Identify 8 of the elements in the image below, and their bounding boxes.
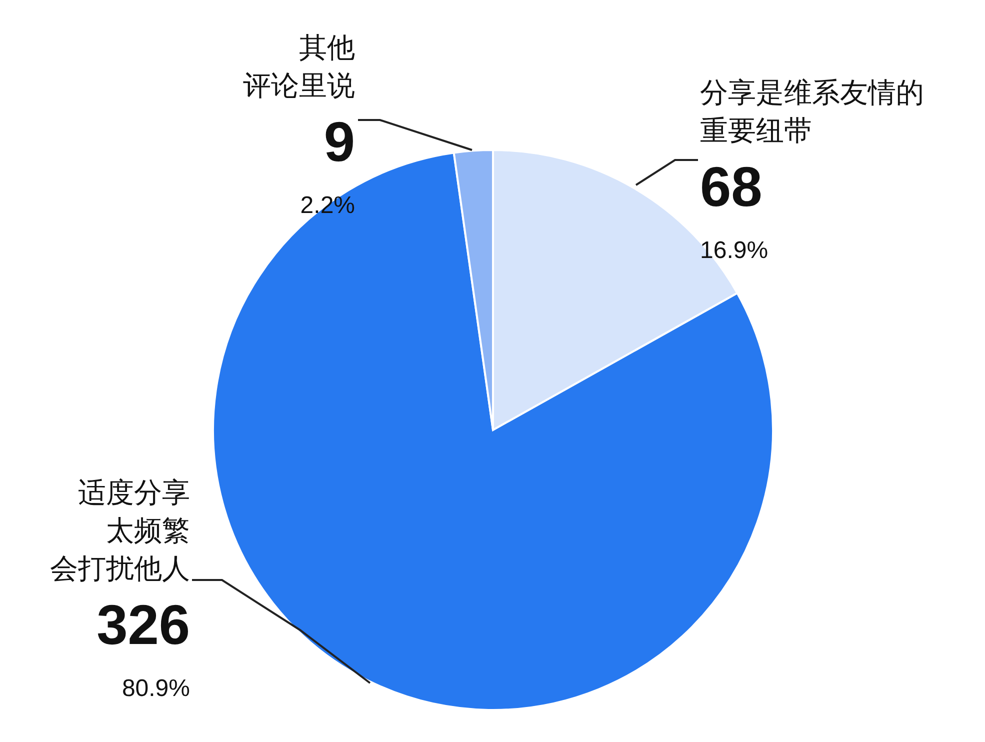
slice-label: 其他评论里说 bbox=[243, 31, 355, 102]
data-label: 9 bbox=[324, 110, 355, 173]
slice-label: 分享是维系友情的重要纽带 bbox=[700, 76, 924, 147]
data-label: 68 bbox=[700, 155, 762, 218]
text: 80.9% bbox=[122, 675, 190, 702]
text: 16.9% bbox=[700, 237, 768, 264]
data-label: 326 bbox=[96, 593, 190, 656]
slice-label: 适度分享太频繁会打扰他人 bbox=[50, 476, 190, 585]
